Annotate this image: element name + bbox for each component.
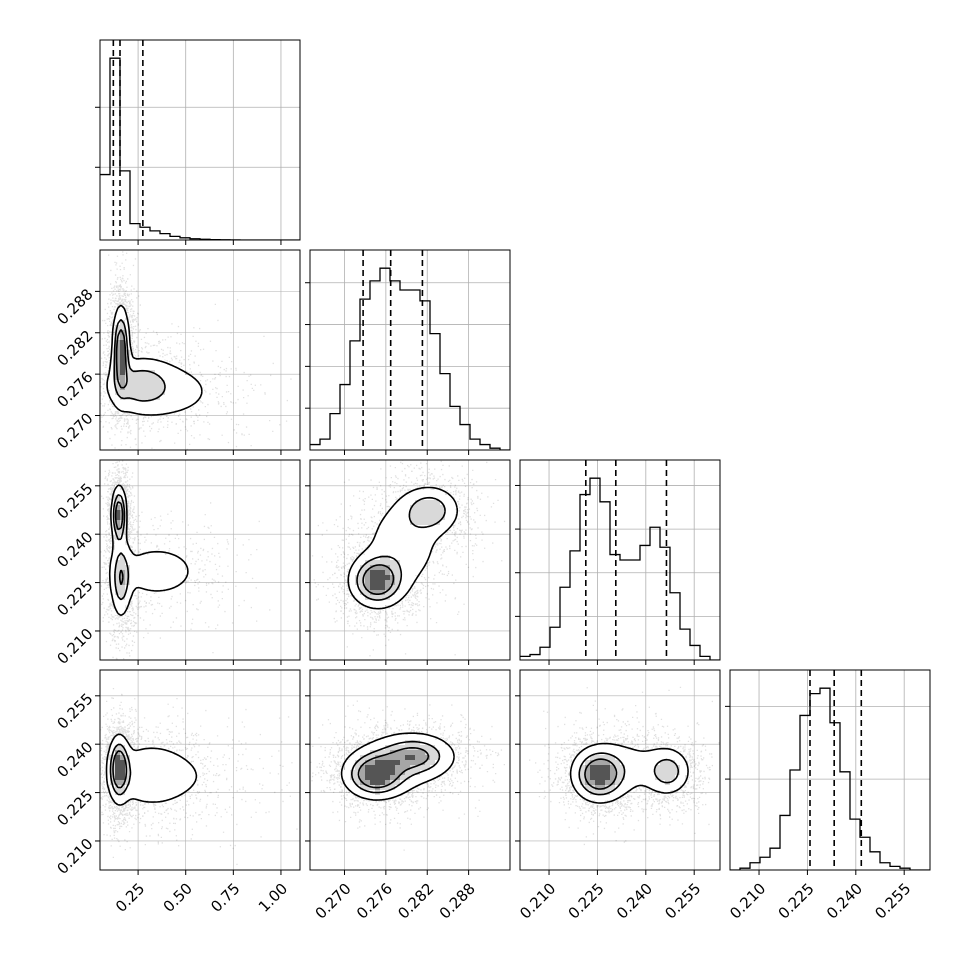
y-tick-label: 0.288 [53, 285, 96, 328]
panel-frame [309, 459, 511, 661]
contour-line-0 [105, 733, 198, 806]
contour-line-0 [106, 304, 203, 416]
panel-frame [309, 669, 511, 871]
density-level-3 [590, 765, 610, 785]
x-tick-label: 0.270 [312, 880, 355, 923]
panel-frame [99, 39, 301, 241]
density-level-1 [355, 500, 445, 600]
panel-frame [519, 669, 721, 871]
density-level-1 [115, 495, 130, 600]
x-tick-label: 0.240 [823, 880, 866, 923]
y-tick-label: 0.255 [53, 480, 96, 523]
density-level-2 [365, 565, 395, 595]
density-level-2 [115, 750, 125, 785]
contour-line-2 [357, 747, 430, 789]
contour-line-2 [114, 501, 124, 585]
density-fill [340, 735, 455, 800]
density-level-0 [340, 735, 455, 800]
density-level-3 [370, 570, 390, 590]
density-panel-2-3 [515, 669, 721, 875]
x-tick-label: 0.25 [112, 880, 148, 916]
panel-frame [99, 669, 301, 871]
density-level-3 [120, 340, 125, 375]
contour-line-0 [340, 732, 455, 801]
x-tick-label: 1.00 [255, 880, 291, 916]
histogram-step-line [100, 57, 300, 240]
scatter-point-cloud [100, 688, 298, 865]
contour-line-1 [356, 496, 446, 601]
y-tick-label: 0.240 [53, 738, 96, 781]
y-tick-label: 0.225 [53, 786, 96, 829]
density-level-3 [115, 755, 125, 780]
contour-line-1 [351, 740, 441, 794]
panel-frame [729, 669, 931, 871]
panel-frame [99, 249, 301, 451]
density-panel-0-1 [95, 249, 301, 455]
x-tick-label: 0.255 [661, 880, 704, 923]
contour-line-2 [362, 564, 395, 595]
y-tick-label: 0.270 [53, 409, 96, 452]
density-panel-0-2 [95, 459, 301, 665]
x-tick-label: 0.288 [436, 880, 479, 923]
histogram-step-line [730, 687, 930, 870]
histogram-step-line [310, 267, 510, 450]
y-tick-label: 0.225 [53, 576, 96, 619]
contour-line-0 [569, 742, 689, 804]
contour-line-0 [347, 486, 459, 610]
contour-line-2 [112, 750, 128, 789]
density-fill [570, 745, 690, 805]
density-level-2 [585, 760, 615, 790]
histogram-panel-3 [725, 669, 931, 875]
x-tick-label: 0.210 [726, 880, 769, 923]
histogram-panel-2 [515, 459, 721, 665]
x-tick-label: 0.276 [353, 880, 396, 923]
y-tick-label: 0.255 [53, 690, 96, 733]
contour-line-2 [115, 329, 128, 389]
density-panel-1-3 [305, 669, 511, 875]
panel-frame [99, 459, 301, 661]
x-tick-label: 0.240 [613, 880, 656, 923]
density-level-0 [350, 485, 455, 610]
contour-line-1 [109, 743, 132, 796]
x-tick-label: 0.282 [394, 880, 437, 923]
y-tick-label: 0.276 [53, 368, 96, 411]
scatter-points [100, 688, 298, 865]
x-tick-label: 0.75 [207, 880, 243, 916]
contour-line-2 [584, 758, 618, 790]
density-level-1 [350, 740, 440, 795]
density-panel-0-3 [95, 669, 301, 875]
x-tick-label: 0.225 [565, 880, 608, 923]
x-tick-label: 0.210 [516, 880, 559, 923]
y-tick-label: 0.282 [53, 327, 96, 370]
y-tick-label: 0.210 [53, 625, 96, 668]
contour-line-1 [113, 318, 166, 402]
histogram-panel-0 [95, 39, 301, 245]
density-level-2 [115, 505, 125, 585]
contour-line-1 [112, 494, 130, 601]
contour-line-0 [108, 484, 189, 617]
histogram-step-line [520, 477, 720, 660]
density-fill [350, 485, 455, 610]
panel-frame [309, 249, 511, 451]
contour-line-1 [578, 752, 680, 796]
x-tick-label: 0.50 [160, 880, 196, 916]
panel-frame [519, 459, 721, 661]
y-tick-label: 0.240 [53, 528, 96, 571]
x-tick-label: 0.255 [871, 880, 914, 923]
x-tick-label: 0.225 [775, 880, 818, 923]
density-level-3 [365, 755, 415, 785]
y-tick-label: 0.210 [53, 835, 96, 878]
density-panel-1-2 [305, 459, 511, 665]
histogram-panel-1 [305, 249, 511, 455]
